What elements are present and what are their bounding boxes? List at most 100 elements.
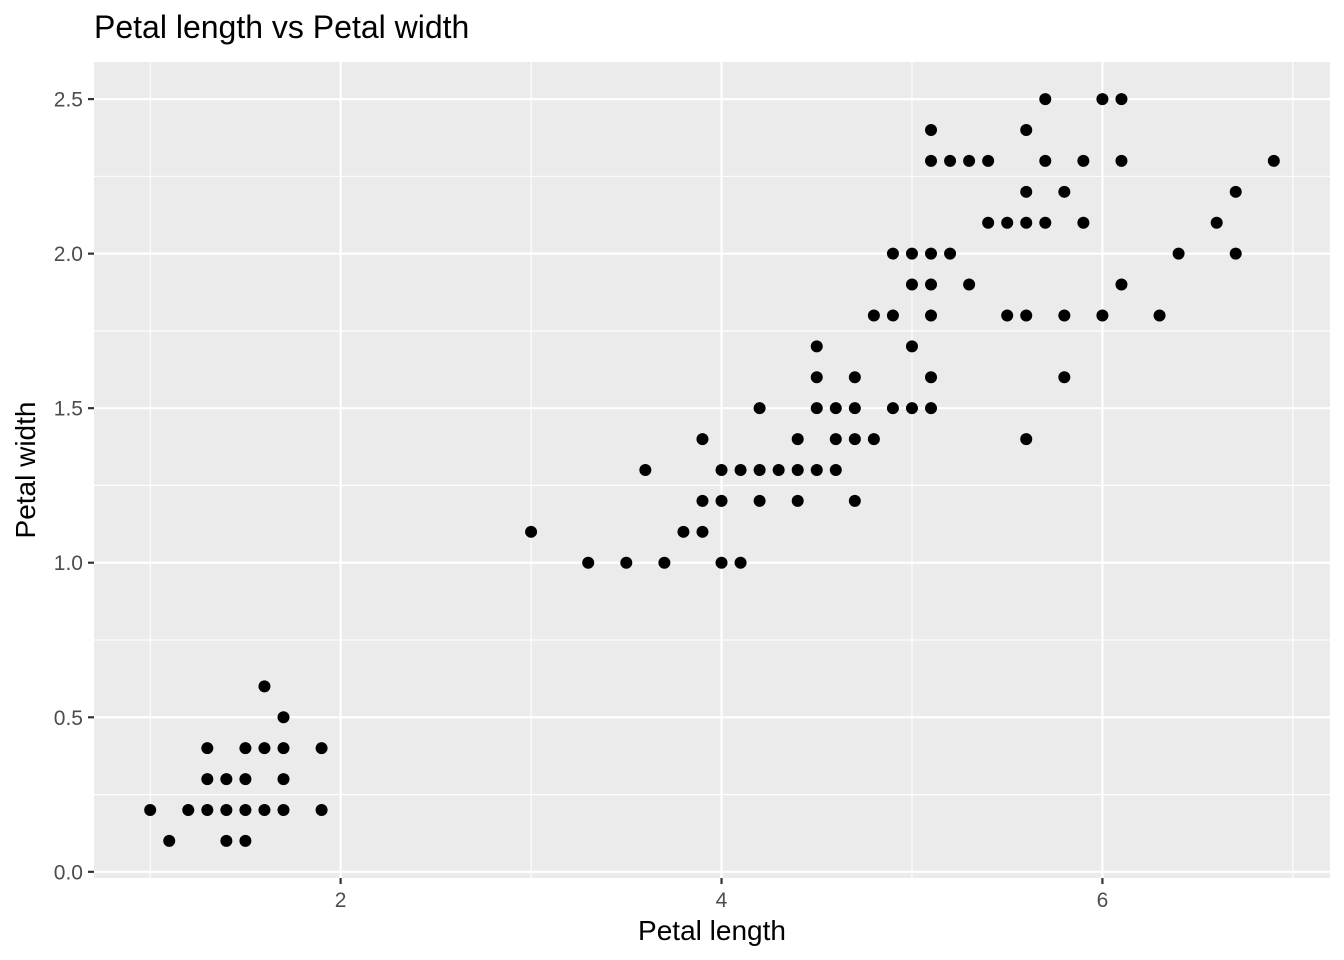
data-point [201, 773, 214, 786]
y-axis-title: Petal width [10, 402, 41, 539]
x-tick-label: 6 [1097, 889, 1109, 912]
x-axis-title: Petal length [638, 915, 786, 946]
data-point [829, 402, 842, 415]
data-point [982, 216, 995, 229]
data-points [144, 93, 1280, 847]
y-tick-label: 1.0 [54, 552, 83, 575]
y-tick-label: 0.5 [54, 707, 83, 730]
data-point [525, 525, 538, 538]
data-point [1229, 247, 1242, 260]
x-tick-label: 4 [716, 889, 728, 912]
data-point [791, 433, 804, 446]
data-point [867, 309, 880, 322]
data-point [1020, 309, 1033, 322]
data-point [277, 742, 290, 755]
data-point [239, 834, 252, 847]
data-point [1096, 93, 1109, 106]
data-point [1020, 124, 1033, 136]
data-point [810, 371, 823, 384]
data-point [905, 278, 918, 291]
data-point [848, 402, 861, 415]
data-point [277, 804, 290, 816]
data-point [277, 711, 290, 724]
y-tick-label: 2.0 [54, 243, 83, 266]
plot-panel [94, 62, 1330, 878]
data-point [753, 494, 766, 507]
data-point [258, 742, 271, 755]
data-point [1039, 216, 1052, 229]
data-point [925, 124, 938, 136]
data-point [239, 773, 252, 786]
y-tick-label: 2.5 [54, 89, 83, 112]
data-point [848, 371, 861, 384]
data-point [810, 340, 823, 353]
data-point [696, 525, 709, 538]
data-point [944, 154, 957, 167]
data-point [1058, 185, 1071, 198]
data-point [1229, 185, 1242, 198]
data-point [258, 804, 271, 816]
data-point [220, 834, 233, 847]
data-point [639, 464, 652, 476]
data-point [715, 556, 728, 569]
data-point [144, 804, 157, 816]
data-point [886, 247, 899, 260]
data-point [658, 556, 671, 569]
data-point [201, 804, 214, 816]
data-point [696, 433, 709, 446]
data-point [753, 402, 766, 415]
data-point [886, 402, 899, 415]
data-point [982, 154, 995, 167]
data-point [182, 804, 195, 816]
data-point [944, 247, 957, 260]
data-point [886, 309, 899, 322]
y-tick-label: 0.0 [54, 861, 83, 884]
data-point [925, 154, 938, 167]
data-point [925, 402, 938, 415]
data-point [810, 464, 823, 476]
data-point [677, 525, 690, 538]
data-point [696, 494, 709, 507]
x-tick-label: 2 [335, 889, 347, 912]
data-point [791, 464, 804, 476]
data-point [925, 371, 938, 384]
y-tick-label: 1.5 [54, 398, 83, 421]
data-point [220, 773, 233, 786]
data-point [963, 154, 976, 167]
data-point [1115, 278, 1128, 291]
data-point [220, 804, 233, 816]
data-point [925, 247, 938, 260]
data-point [1001, 309, 1014, 322]
data-point [1020, 185, 1033, 198]
data-point [1077, 216, 1090, 229]
data-point [734, 556, 747, 569]
data-point [1267, 154, 1280, 167]
data-point [1058, 309, 1071, 322]
data-point [848, 494, 861, 507]
data-point [848, 433, 861, 446]
data-point [791, 494, 804, 507]
data-point [734, 464, 747, 476]
data-point [963, 278, 976, 291]
data-point [1001, 216, 1014, 229]
data-point [925, 278, 938, 291]
data-point [1039, 154, 1052, 167]
data-point [1077, 154, 1090, 167]
data-point [1058, 371, 1071, 384]
data-point [753, 464, 766, 476]
data-point [810, 402, 823, 415]
data-point [239, 742, 252, 755]
data-point [1039, 93, 1052, 106]
data-point [905, 340, 918, 353]
data-point [315, 742, 328, 755]
data-point [582, 556, 595, 569]
data-point [315, 804, 328, 816]
data-point [715, 494, 728, 507]
data-point [1020, 433, 1033, 446]
data-point [163, 834, 176, 847]
data-point [258, 680, 271, 693]
data-point [925, 309, 938, 322]
data-point [829, 433, 842, 446]
data-point [1153, 309, 1166, 322]
data-point [1210, 216, 1223, 229]
